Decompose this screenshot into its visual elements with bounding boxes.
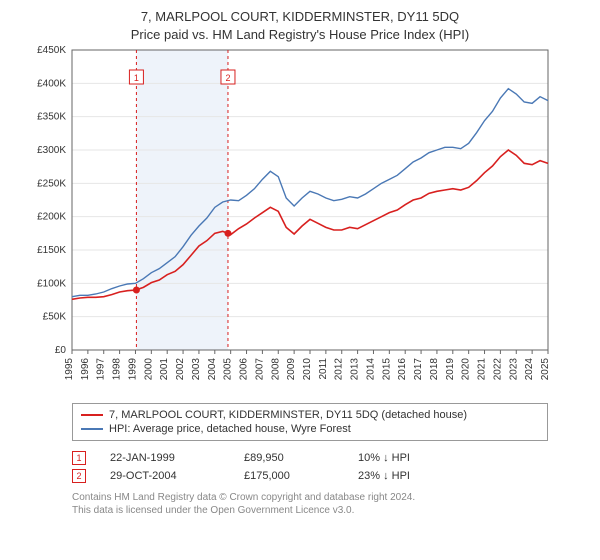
footer: Contains HM Land Registry data © Crown c… xyxy=(72,491,548,517)
svg-text:1998: 1998 xyxy=(112,358,123,381)
svg-text:2009: 2009 xyxy=(286,358,297,381)
svg-text:£100K: £100K xyxy=(37,279,66,290)
sale-marker-box: 1 xyxy=(72,451,86,465)
footer-line-2: This data is licensed under the Open Gov… xyxy=(72,504,548,517)
sale-row: 1 22-JAN-1999 £89,950 10% HPI xyxy=(72,449,548,467)
svg-text:£50K: £50K xyxy=(43,312,67,323)
svg-text:£350K: £350K xyxy=(37,112,66,123)
legend: 7, MARLPOOL COURT, KIDDERMINSTER, DY11 5… xyxy=(72,403,548,441)
svg-text:2018: 2018 xyxy=(429,358,440,381)
sales-table: 1 22-JAN-1999 £89,950 10% HPI 2 29-OCT-2… xyxy=(72,449,548,485)
svg-text:2019: 2019 xyxy=(445,358,456,381)
sale-date: 22-JAN-1999 xyxy=(110,452,220,464)
legend-label: 7, MARLPOOL COURT, KIDDERMINSTER, DY11 5… xyxy=(109,409,467,421)
svg-text:2024: 2024 xyxy=(524,358,535,381)
svg-text:2016: 2016 xyxy=(397,358,408,381)
title-line-1: 7, MARLPOOL COURT, KIDDERMINSTER, DY11 5… xyxy=(16,8,584,26)
svg-text:2022: 2022 xyxy=(492,358,503,381)
legend-row: HPI: Average price, detached house, Wyre… xyxy=(81,422,539,436)
sale-pct: 23% HPI xyxy=(358,470,410,482)
svg-text:£200K: £200K xyxy=(37,212,66,223)
svg-text:2001: 2001 xyxy=(159,358,170,381)
legend-label: HPI: Average price, detached house, Wyre… xyxy=(109,423,351,435)
line-chart: £0 £50K £100K £150K £200K £250K £300K £350K £400… xyxy=(16,44,584,394)
svg-text:£250K: £250K xyxy=(37,179,66,190)
svg-text:2000: 2000 xyxy=(143,358,154,381)
svg-text:2004: 2004 xyxy=(207,358,218,381)
chart-area: £0 £50K £100K £150K £200K £250K £300K £350K £400… xyxy=(16,44,584,399)
svg-text:2007: 2007 xyxy=(254,358,265,381)
svg-text:1: 1 xyxy=(134,73,139,83)
svg-text:2023: 2023 xyxy=(508,358,519,381)
svg-text:2: 2 xyxy=(225,73,230,83)
svg-text:2008: 2008 xyxy=(270,358,281,381)
svg-text:1999: 1999 xyxy=(127,358,138,381)
svg-text:2005: 2005 xyxy=(223,358,234,381)
sale-pct: 10% HPI xyxy=(358,452,410,464)
svg-text:1995: 1995 xyxy=(64,358,75,381)
arrow-down-icon xyxy=(383,452,389,464)
sale-price: £175,000 xyxy=(244,470,334,482)
svg-text:2025: 2025 xyxy=(540,358,551,381)
footer-line-1: Contains HM Land Registry data © Crown c… xyxy=(72,491,548,504)
sale-date: 29-OCT-2004 xyxy=(110,470,220,482)
svg-text:£400K: £400K xyxy=(37,79,66,90)
sale-row: 2 29-OCT-2004 £175,000 23% HPI xyxy=(72,467,548,485)
legend-swatch xyxy=(81,414,103,416)
svg-text:2012: 2012 xyxy=(334,358,345,381)
svg-text:1996: 1996 xyxy=(80,358,91,381)
svg-text:£150K: £150K xyxy=(37,245,66,256)
svg-text:2006: 2006 xyxy=(239,358,250,381)
svg-text:2002: 2002 xyxy=(175,358,186,381)
chart-container: 7, MARLPOOL COURT, KIDDERMINSTER, DY11 5… xyxy=(0,0,600,560)
title-block: 7, MARLPOOL COURT, KIDDERMINSTER, DY11 5… xyxy=(16,8,584,44)
svg-text:2017: 2017 xyxy=(413,358,424,381)
svg-text:£300K: £300K xyxy=(37,145,66,156)
arrow-down-icon xyxy=(383,470,389,482)
svg-text:2015: 2015 xyxy=(381,358,392,381)
svg-text:2020: 2020 xyxy=(461,358,472,381)
svg-text:2013: 2013 xyxy=(350,358,361,381)
svg-text:£450K: £450K xyxy=(37,45,66,56)
legend-swatch xyxy=(81,428,103,430)
svg-text:2011: 2011 xyxy=(318,358,329,380)
title-line-2: Price paid vs. HM Land Registry's House … xyxy=(16,26,584,44)
svg-text:2003: 2003 xyxy=(191,358,202,381)
legend-row: 7, MARLPOOL COURT, KIDDERMINSTER, DY11 5… xyxy=(81,408,539,422)
svg-text:2021: 2021 xyxy=(477,358,488,381)
svg-text:1997: 1997 xyxy=(96,358,107,381)
sale-marker-box: 2 xyxy=(72,469,86,483)
svg-text:2014: 2014 xyxy=(365,358,376,381)
sale-price: £89,950 xyxy=(244,452,334,464)
svg-text:£0: £0 xyxy=(55,345,67,356)
svg-text:2010: 2010 xyxy=(302,358,313,381)
